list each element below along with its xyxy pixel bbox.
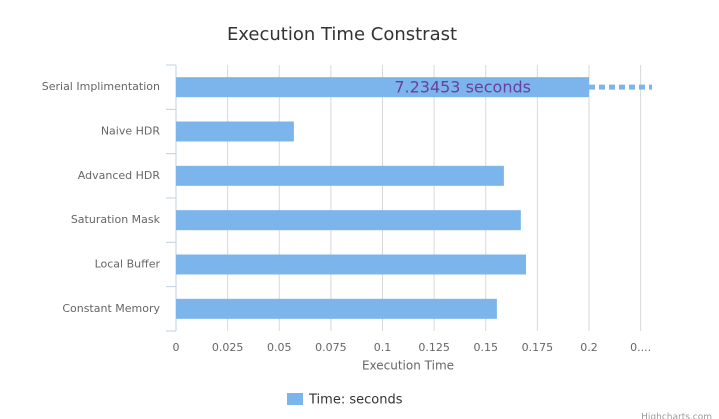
x-tick-label: 0.... [630, 341, 651, 354]
x-tick-label: 0.125 [418, 341, 450, 354]
y-tick-label: Advanced HDR [78, 169, 161, 182]
y-tick-label: Local Buffer [95, 258, 161, 271]
y-tick-label: Constant Memory [62, 302, 160, 315]
legend-label: Time: seconds [308, 393, 403, 408]
x-tick-label: 0.1 [374, 341, 392, 354]
bar [176, 77, 589, 98]
y-tick-label: Saturation Mask [71, 213, 161, 226]
bar [176, 210, 521, 231]
x-tick-label: 0.2 [580, 341, 598, 354]
y-tick-label: Serial Implimentation [42, 80, 160, 93]
bar [176, 121, 294, 142]
legend-symbol [287, 393, 303, 405]
x-tick-label: 0.175 [522, 341, 554, 354]
x-axis-title: Execution Time [362, 359, 454, 373]
bar [176, 254, 526, 275]
bar [176, 165, 504, 186]
x-tick-label: 0.075 [315, 341, 347, 354]
x-tick-label: 0 [173, 341, 180, 354]
x-tick-label: 0.15 [473, 341, 498, 354]
data-label: 7.23453 seconds [394, 78, 531, 97]
chart-title: Execution Time Constrast [227, 24, 457, 45]
x-tick-label: 0.05 [267, 341, 292, 354]
y-tick-label: Naive HDR [101, 125, 161, 138]
credits: Highcharts.com [641, 413, 712, 419]
x-tick-label: 0.025 [212, 341, 244, 354]
bar [176, 298, 497, 319]
